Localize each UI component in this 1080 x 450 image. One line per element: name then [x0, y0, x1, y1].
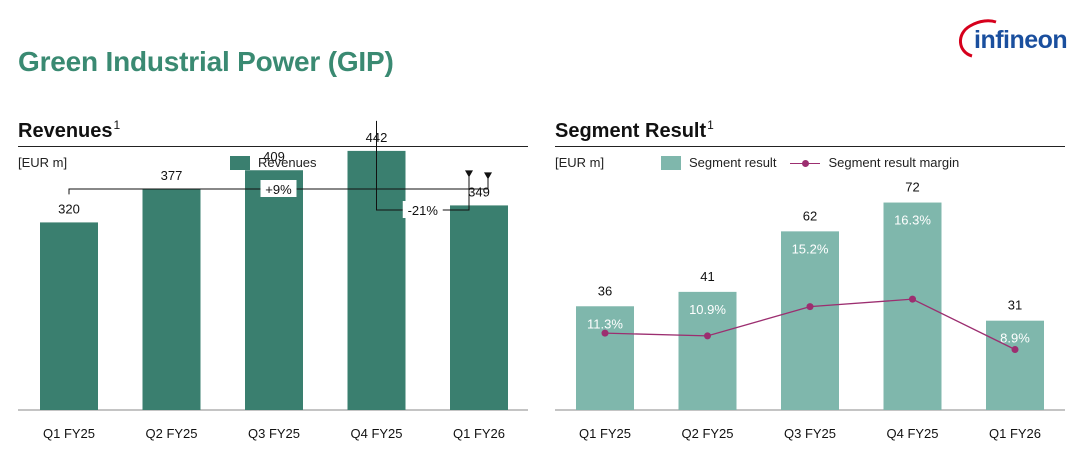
segment-result-bar: [883, 202, 942, 410]
segment-result-bar: [781, 231, 839, 410]
revenue-value-label: 409: [263, 149, 285, 164]
decline-label-bg: [402, 201, 443, 218]
revenues-legend-label: Revenues: [258, 155, 317, 170]
revenues-title: Revenues: [18, 120, 113, 142]
segment-result-category-label: Q3 FY25: [784, 426, 836, 441]
margin-value-label: 16.3%: [894, 213, 931, 228]
segment-result-bar: [678, 291, 737, 410]
segment-result-category-label: Q1 FY25: [579, 426, 631, 441]
segment-result-heading-rule: [555, 146, 1065, 147]
revenues-footnote: 1: [113, 118, 121, 132]
revenue-bar: [142, 189, 201, 410]
margin-point: [601, 329, 609, 337]
segment-result-value-label: 72: [905, 180, 919, 195]
margin-point: [909, 295, 916, 303]
revenue-category-label: Q3 FY25: [248, 426, 300, 441]
revenues-heading: Revenues1: [18, 118, 120, 143]
revenue-value-label: 377: [161, 168, 183, 183]
segment-result-unit-label: [EUR m]: [555, 155, 605, 170]
growth-label-bg: [260, 180, 297, 197]
decline-bracket-arrow-icon: [465, 170, 473, 178]
revenue-bar: [245, 170, 303, 410]
segment-result-value-label: 62: [803, 208, 817, 223]
revenues-legend-swatch: [230, 155, 250, 170]
revenue-bar: [40, 222, 98, 410]
margin-legend-label: Segment result margin: [828, 155, 960, 170]
segment-result-value-label: 41: [700, 269, 714, 284]
logo-text: infineon: [974, 26, 1068, 54]
infineon-logo: infineon: [950, 12, 1068, 68]
page-title: Green Industrial Power (GIP): [18, 46, 394, 77]
margin-value-label: 8.9%: [1000, 331, 1030, 346]
segment-result-bar: [986, 320, 1044, 410]
segment-result-legend: Segment result Segment result margin: [661, 155, 959, 170]
segment-result-category-label: Q2 FY25: [681, 426, 733, 441]
logo-swoosh-icon: [959, 19, 997, 58]
segment-result-category-label: Q1 FY26: [989, 426, 1041, 441]
revenue-bar: [450, 205, 508, 410]
margin-value-label: 11.3%: [587, 316, 623, 331]
segment-result-footnote: 1: [707, 118, 714, 132]
revenue-category-label: Q2 FY25: [145, 426, 197, 441]
margin-point: [806, 303, 814, 311]
segment-result-title: Segment Result: [555, 120, 707, 142]
segment-result-bar: [576, 306, 634, 410]
margin-point: [704, 332, 711, 340]
revenue-category-label: Q4 FY25: [350, 426, 402, 441]
growth-bracket-arrow-icon: [484, 172, 492, 180]
revenues-heading-rule: [18, 146, 528, 147]
segment-result-value-label: 31: [1008, 298, 1022, 313]
revenues-legend: Revenues: [230, 155, 317, 170]
segment-result-value-label: 36: [598, 283, 612, 298]
segment-result-heading: Segment Result1: [555, 118, 714, 143]
decline-label: -21%: [408, 203, 439, 218]
margin-value-label: 15.2%: [792, 241, 829, 256]
revenue-value-label: 349: [468, 184, 490, 199]
revenue-value-label: 320: [58, 201, 80, 216]
margin-value-label: 10.9%: [689, 302, 726, 317]
revenues-unit-label: [EUR m]: [18, 155, 68, 170]
growth-label: +9%: [265, 182, 292, 197]
segment-result-legend-label: Segment result: [689, 155, 777, 170]
margin-point: [1011, 345, 1019, 353]
segment-result-legend-swatch: [661, 155, 681, 170]
segment-result-category-label: Q4 FY25: [886, 426, 938, 441]
revenue-category-label: Q1 FY26: [453, 426, 505, 441]
revenue-category-label: Q1 FY25: [43, 426, 95, 441]
margin-legend-line-icon: [790, 156, 821, 170]
